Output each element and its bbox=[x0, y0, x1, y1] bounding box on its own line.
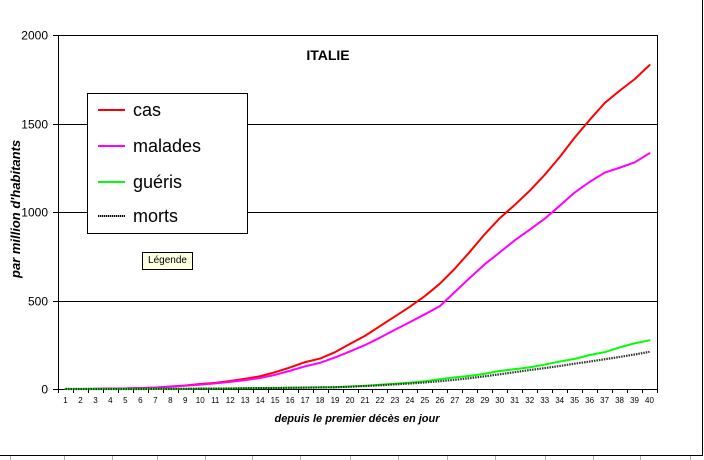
x-tick-label: 26 bbox=[435, 396, 444, 405]
legend[interactable]: cas malades guéris morts bbox=[87, 93, 248, 234]
x-tick-label: 27 bbox=[450, 396, 459, 405]
y-tick-label: 500 bbox=[28, 295, 48, 309]
legend-swatch-morts bbox=[98, 215, 125, 217]
x-tick-label: 29 bbox=[480, 396, 489, 405]
x-tick-label: 19 bbox=[331, 396, 340, 405]
chart-title: ITALIE bbox=[306, 47, 350, 63]
y-tick-label: 1000 bbox=[21, 206, 48, 220]
x-tick-label: 17 bbox=[301, 396, 310, 405]
sheet-cell[interactable] bbox=[253, 456, 301, 460]
x-tick-label: 2 bbox=[78, 396, 83, 405]
sheet-cell[interactable] bbox=[113, 456, 158, 460]
x-tick-label: 36 bbox=[585, 396, 594, 405]
sheet-cell[interactable] bbox=[301, 456, 351, 460]
legend-label-morts: morts bbox=[133, 206, 178, 226]
x-tick-label: 3 bbox=[93, 396, 98, 405]
spreadsheet-row-strip bbox=[0, 456, 704, 460]
x-tick-label: 6 bbox=[138, 396, 143, 405]
x-tick-label: 33 bbox=[540, 396, 549, 405]
y-axis-title: par million d'habitants bbox=[8, 139, 23, 279]
y-tick-label: 2000 bbox=[21, 29, 48, 43]
x-tick-label: 15 bbox=[271, 396, 280, 405]
x-tick-label: 22 bbox=[376, 396, 385, 405]
x-tick-label: 28 bbox=[465, 396, 474, 405]
x-tick-label: 38 bbox=[615, 396, 624, 405]
sheet-cell[interactable] bbox=[496, 456, 546, 460]
sheet-cell[interactable] bbox=[158, 456, 206, 460]
x-axis-title: depuis le premier décès en jour bbox=[274, 413, 440, 425]
x-tick-label: 12 bbox=[226, 396, 235, 405]
x-tick-label: 24 bbox=[405, 396, 414, 405]
sheet-cell[interactable] bbox=[206, 456, 253, 460]
x-tick-label: 10 bbox=[196, 396, 205, 405]
sheet-cell[interactable] bbox=[11, 456, 65, 460]
legend-swatch-malades bbox=[98, 145, 125, 147]
x-tick-label: 8 bbox=[168, 396, 173, 405]
sheet-cell[interactable] bbox=[351, 456, 399, 460]
x-tick-label: 9 bbox=[183, 396, 188, 405]
x-tick-label: 34 bbox=[555, 396, 564, 405]
legend-label-cas: cas bbox=[133, 100, 162, 120]
y-tick-label: 0 bbox=[41, 383, 48, 397]
x-tick-label: 21 bbox=[361, 396, 370, 405]
x-tick-label: 13 bbox=[241, 396, 250, 405]
x-tick-label: 23 bbox=[390, 396, 399, 405]
sheet-cell[interactable] bbox=[594, 456, 641, 460]
series-line-gueris[interactable] bbox=[64, 339, 651, 390]
legend-swatch-gueris bbox=[98, 181, 125, 183]
x-tick-label: 14 bbox=[256, 396, 265, 405]
series-line-malades[interactable] bbox=[64, 152, 651, 390]
sheet-cell[interactable] bbox=[641, 456, 691, 460]
legend-item-cas[interactable]: cas bbox=[88, 98, 247, 122]
x-tick-label: 18 bbox=[316, 396, 325, 405]
sheet-cell[interactable] bbox=[546, 456, 594, 460]
sheet-cell[interactable] bbox=[0, 456, 11, 460]
legend-item-gueris[interactable]: guéris bbox=[88, 170, 247, 194]
legend-label-malades: malades bbox=[133, 136, 202, 156]
legend-tooltip: Légende bbox=[142, 252, 193, 270]
y-tick-label: 1500 bbox=[21, 118, 48, 132]
x-tick-label: 11 bbox=[211, 396, 220, 405]
x-tick-label: 35 bbox=[570, 396, 579, 405]
sheet-cell[interactable] bbox=[448, 456, 496, 460]
series-line-morts[interactable] bbox=[65, 350, 650, 391]
sheet-cell[interactable] bbox=[65, 456, 113, 460]
x-tick-label: 4 bbox=[108, 396, 113, 405]
x-tick-label: 5 bbox=[123, 396, 128, 405]
x-tick-label: 16 bbox=[286, 396, 295, 405]
x-tick-label: 39 bbox=[630, 396, 639, 405]
x-tick-label: 31 bbox=[510, 396, 519, 405]
legend-item-morts[interactable]: morts bbox=[88, 204, 247, 228]
x-tick-label: 40 bbox=[645, 396, 654, 405]
x-tick-label: 1 bbox=[63, 396, 68, 405]
legend-label-gueris: guéris bbox=[133, 172, 183, 192]
x-tick-label: 37 bbox=[600, 396, 609, 405]
x-tick-label: 7 bbox=[153, 396, 158, 405]
sheet-cell[interactable] bbox=[399, 456, 448, 460]
x-tick-label: 30 bbox=[495, 396, 504, 405]
x-tick-label: 32 bbox=[525, 396, 534, 405]
x-tick-label: 20 bbox=[346, 396, 355, 405]
legend-item-malades[interactable]: malades bbox=[88, 134, 247, 158]
x-tick-label: 25 bbox=[420, 396, 429, 405]
legend-swatch-cas bbox=[98, 109, 125, 111]
